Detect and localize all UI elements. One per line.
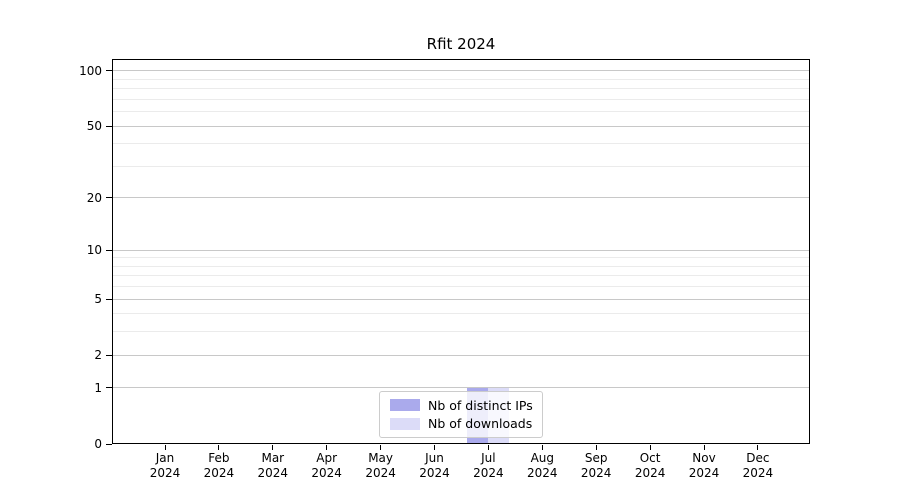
- x-tick-mark: [434, 445, 435, 450]
- gridline-major: [113, 197, 809, 199]
- legend-swatch-icon: [390, 399, 420, 412]
- gridline-minor: [113, 165, 809, 167]
- y-tick-mark: [106, 70, 112, 72]
- gridline-major: [113, 125, 809, 127]
- y-tick-mark: [106, 197, 112, 199]
- gridline-minor: [113, 143, 809, 145]
- gridline-minor: [113, 286, 809, 288]
- y-tick-label: 20: [86, 190, 102, 205]
- gridline-major: [113, 70, 809, 72]
- x-tick-label: Dec 2024: [742, 451, 774, 480]
- legend-item: Nb of distinct IPs: [390, 398, 536, 413]
- legend-label: Nb of downloads: [428, 416, 533, 432]
- gridline-minor: [113, 78, 809, 80]
- gridline-major: [113, 387, 809, 389]
- y-tick-mark: [106, 354, 112, 356]
- x-tick-mark: [218, 445, 220, 450]
- x-tick-mark: [757, 445, 759, 450]
- gridline-minor: [113, 98, 809, 100]
- legend-swatch-icon: [390, 417, 420, 430]
- y-tick-mark: [106, 249, 112, 251]
- y-tick-label: 50: [86, 119, 102, 134]
- y-tick-mark: [106, 298, 112, 300]
- chart-title: Rfit 2024: [426, 35, 496, 53]
- x-tick-label: Apr 2024: [311, 451, 342, 480]
- y-tick-label: 100: [79, 63, 102, 78]
- x-tick-label: Feb 2024: [203, 451, 235, 480]
- y-tick-label: 10: [86, 243, 102, 258]
- legend-item: Nb of downloads: [390, 416, 536, 431]
- gridline-minor: [113, 265, 809, 267]
- gridline-minor: [113, 331, 809, 333]
- x-tick-mark: [487, 445, 489, 450]
- legend: Nb of distinct IPs Nb of downloads: [379, 391, 543, 438]
- x-tick-label: Jun 2024: [419, 451, 450, 480]
- x-tick-mark: [272, 445, 274, 450]
- gridline-minor: [113, 275, 809, 277]
- x-tick-label: Sep 2024: [580, 451, 612, 480]
- gridline-minor: [113, 111, 809, 113]
- x-tick-mark: [541, 445, 543, 450]
- y-tick-mark: [106, 125, 112, 127]
- gridline-major: [113, 354, 809, 356]
- x-tick-label: Jan 2024: [149, 451, 181, 480]
- x-tick-mark: [703, 445, 705, 450]
- y-tick-label: 5: [94, 292, 102, 307]
- x-tick-label: May 2024: [365, 451, 396, 480]
- x-tick-label: Mar 2024: [257, 451, 289, 480]
- gridline-major: [113, 298, 809, 300]
- gridline-minor: [113, 88, 809, 90]
- legend-label: Nb of distinct IPs: [428, 397, 533, 413]
- x-tick-label: Oct 2024: [634, 451, 666, 480]
- x-tick-mark: [380, 445, 382, 450]
- gridline-major: [113, 249, 809, 251]
- y-tick-mark: [106, 387, 112, 389]
- x-tick-mark: [595, 445, 597, 450]
- x-tick-mark: [164, 445, 166, 450]
- gridline-minor: [113, 257, 809, 259]
- x-tick-label: Jul 2024: [473, 451, 504, 480]
- plot-area: [112, 59, 810, 444]
- x-tick-label: Nov 2024: [688, 451, 720, 480]
- x-tick-label: Aug 2024: [527, 451, 558, 480]
- y-tick-label: 1: [94, 380, 102, 395]
- y-tick-label: 2: [94, 348, 102, 363]
- y-tick-mark: [106, 443, 112, 445]
- y-tick-label: 0: [94, 437, 102, 451]
- x-tick-mark: [326, 445, 328, 450]
- x-tick-mark: [649, 445, 651, 450]
- gridline-minor: [113, 313, 809, 315]
